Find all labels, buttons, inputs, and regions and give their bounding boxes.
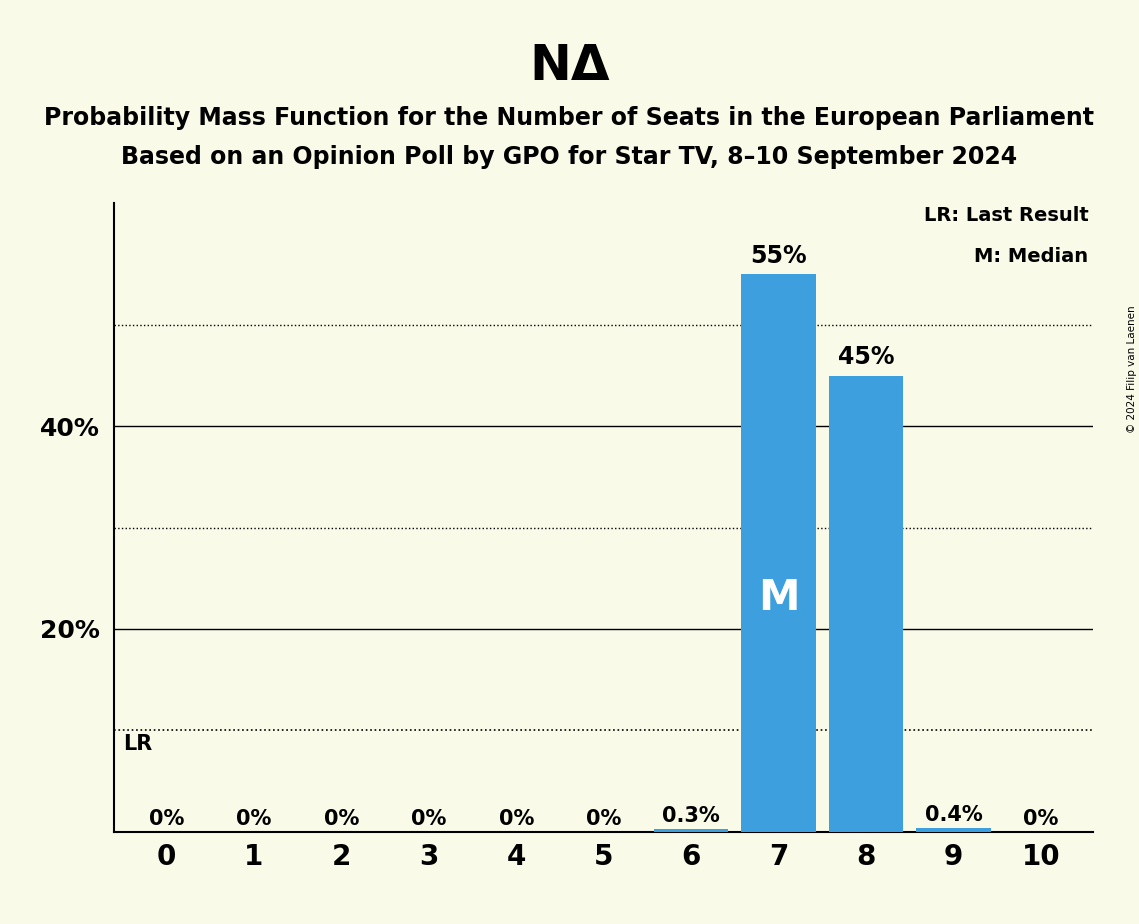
Text: 0%: 0% — [411, 808, 446, 829]
Text: M: Median: M: Median — [975, 248, 1089, 266]
Text: 0%: 0% — [236, 808, 271, 829]
Text: Based on an Opinion Poll by GPO for Star TV, 8–10 September 2024: Based on an Opinion Poll by GPO for Star… — [122, 145, 1017, 169]
Text: 0%: 0% — [323, 808, 359, 829]
Text: 0%: 0% — [499, 808, 534, 829]
Text: 45%: 45% — [838, 346, 894, 370]
Bar — [741, 274, 816, 832]
Text: 0%: 0% — [585, 808, 622, 829]
Bar — [829, 375, 903, 832]
Text: Probability Mass Function for the Number of Seats in the European Parliament: Probability Mass Function for the Number… — [44, 106, 1095, 130]
Text: LR: Last Result: LR: Last Result — [924, 206, 1089, 225]
Bar — [654, 829, 728, 832]
Text: NΔ: NΔ — [530, 42, 609, 90]
Text: 0%: 0% — [149, 808, 185, 829]
Text: LR: LR — [123, 735, 151, 754]
Text: M: M — [757, 577, 800, 618]
Text: 0.3%: 0.3% — [662, 806, 720, 825]
Text: © 2024 Filip van Laenen: © 2024 Filip van Laenen — [1126, 306, 1137, 433]
Bar — [917, 828, 991, 832]
Text: 0.4%: 0.4% — [925, 805, 982, 824]
Text: 0%: 0% — [1023, 808, 1058, 829]
Text: 55%: 55% — [751, 244, 806, 268]
